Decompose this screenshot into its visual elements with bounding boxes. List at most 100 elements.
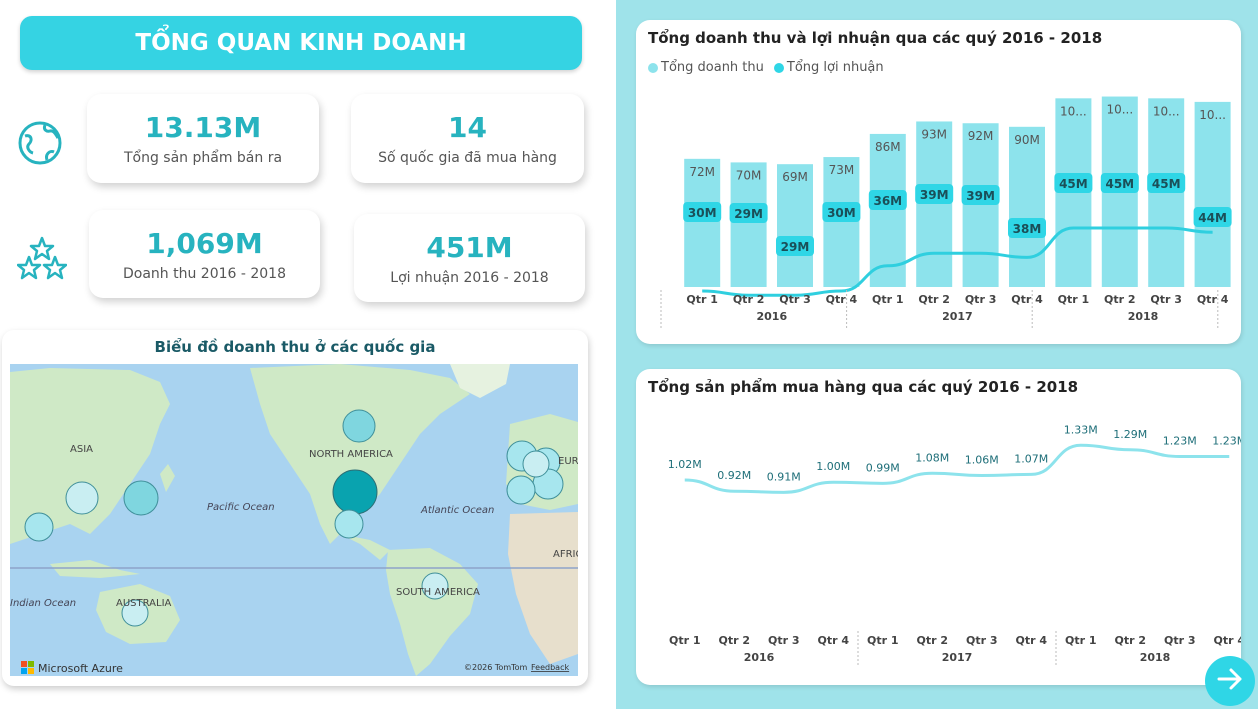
x-tick-label: Qtr 4 [826,293,858,306]
profit-label-bg [1100,173,1139,193]
kpi-value: 451M [426,230,513,264]
products-data-label: 0.91M [767,470,801,483]
revenue-bar [823,157,860,287]
map-label-south-america: SOUTH AMERICA [396,587,480,598]
map-brand: Microsoft Azure [38,662,123,675]
revenue-profit-chart-card: Tổng doanh thu và lợi nhuận qua các quý … [636,20,1241,344]
x-tick-label: Qtr 3 [768,634,800,647]
x-tick-label: Qtr 4 [1213,634,1241,647]
profit-data-label: 38M [1013,222,1042,236]
x-group-label: 2018 [1140,651,1171,664]
map-title: Biểu đồ doanh thu ở các quốc gia [154,338,436,356]
products-line [684,443,1230,494]
x-tick-label: Qtr 2 [733,293,765,306]
next-page-button[interactable] [1205,656,1255,706]
products-chart[interactable]: 1.02M 0.92M 0.91M 1.00M 0.99M 1.08M 1.06M 1.07M… [636,369,1241,685]
land-indonesia [50,560,140,578]
x-tick-label: Qtr 2 [1114,634,1146,647]
products-data-label: 1.02M [668,458,702,471]
map-card: Biểu đồ doanh thu ở các quốc gia [2,330,588,686]
bubble-spain [506,475,536,505]
bubble-mexico [334,509,364,539]
profit-label-bg [915,184,954,204]
bubble-canada [342,409,376,443]
x-tick-label: Qtr 2 [718,634,750,647]
products-data-label: 1.00M [816,460,850,473]
revenue-profit-chart[interactable]: 72M 70M 69M 73M 86M 93M 92M 90M 10... 10... 10... 1… [636,20,1241,344]
profit-data-label: 30M [688,206,717,220]
products-data-label: 1.33M [1064,423,1098,436]
x-tick-label: Qtr 3 [1150,293,1182,306]
bubble-japan [123,480,159,516]
map-label-australia: AUSTRALIA [116,598,172,609]
products-data-label: 1.08M [915,451,949,464]
x-tick-label: Qtr 4 [1197,293,1229,306]
land-central-america [340,534,390,560]
revenue-bar [684,158,721,287]
legend-marker-revenue [648,62,658,73]
kpi-card-products: 13.13M Tổng sản phẩm bán ra [87,94,319,183]
legend-item-profit[interactable]: Tổng lợi nhuận [773,60,884,75]
profit-label-bg [868,190,907,210]
revenue-bar-label: 72M [689,165,715,179]
chart-title: Tổng sản phẩm mua hàng qua các quý 2016 … [648,378,1079,396]
revenue-bar [962,123,999,288]
bubble-brazil [421,572,449,600]
stars-icon [16,236,68,284]
x-group-label: 2017 [942,651,973,664]
map-label-europe: EURO [558,456,578,467]
kpi-card-profit: 451M Lợi nhuận 2016 - 2018 [354,214,585,302]
map-label-north-america: NORTH AMERICA [309,449,393,460]
land-asia [10,368,170,544]
charts-panel: Tổng doanh thu và lợi nhuận qua các quý … [616,0,1258,709]
bubble-italy [522,450,550,478]
legend-label-revenue: Tổng doanh thu [661,60,764,75]
profit-data-label: 44M [1198,211,1227,225]
profit-label-bg [729,203,768,223]
x-group-label: 2018 [1128,310,1159,323]
microsoft-logo-icon [21,661,34,674]
profit-data-label: 30M [827,206,856,220]
products-data-label: 0.92M [717,469,751,482]
products-data-label: 1.29M [1113,428,1147,441]
revenue-bar-label: 10... [1060,104,1087,118]
products-chart-card: Tổng sản phẩm mua hàng qua các quý 2016 … [636,369,1241,685]
x-tick-label: Qtr 1 [872,293,904,306]
products-data-label: 0.99M [866,461,900,474]
profit-label-bg [1147,173,1186,193]
map-label-africa: AFRIC [553,549,578,560]
revenue-bar [1194,101,1231,287]
revenue-bar [916,121,953,288]
x-tick-label: Qtr 4 [817,634,849,647]
products-data-label: 1.06M [965,454,999,467]
arrow-right-icon [1215,664,1245,698]
profit-label-bg [822,202,861,222]
revenue-map[interactable]: ASIA NORTH AMERICA EURO AFRIC SOUTH AMER… [10,364,578,676]
x-tick-label: Qtr 3 [1164,634,1196,647]
map-label-pacific: Pacific Ocean [207,502,275,513]
revenue-bar-label: 92M [968,129,994,143]
products-data-label: 1.23M [1163,434,1197,447]
legend-label-profit: Tổng lợi nhuận [786,60,884,75]
profit-line [702,226,1213,297]
chart-title: Tổng doanh thu và lợi nhuận qua các quý … [648,29,1103,47]
land-south-america [386,548,478,676]
land-africa [508,512,578,664]
x-tick-label: Qtr 1 [1058,293,1090,306]
land-greenland [450,364,510,398]
map-label-asia: ASIA [70,444,93,455]
kpi-value: 1,069M [146,226,263,260]
bubble-india [24,512,54,542]
map-label-atlantic: Atlantic Ocean [420,505,494,516]
kpi-label: Tổng sản phẩm bán ra [123,150,283,166]
x-tick-label: Qtr 3 [779,293,811,306]
kpi-label: Số quốc gia đã mua hàng [378,150,557,166]
legend-item-revenue[interactable]: Tổng doanh thu [648,60,764,75]
revenue-bar-label: 90M [1014,133,1040,147]
x-tick-label: Qtr 2 [1104,293,1136,306]
revenue-bar-label: 70M [736,168,762,182]
x-group-label: 2017 [942,310,973,323]
revenue-bar-label: 10... [1199,108,1226,122]
x-group-label: 2016 [744,651,775,664]
revenue-bar [869,133,906,287]
